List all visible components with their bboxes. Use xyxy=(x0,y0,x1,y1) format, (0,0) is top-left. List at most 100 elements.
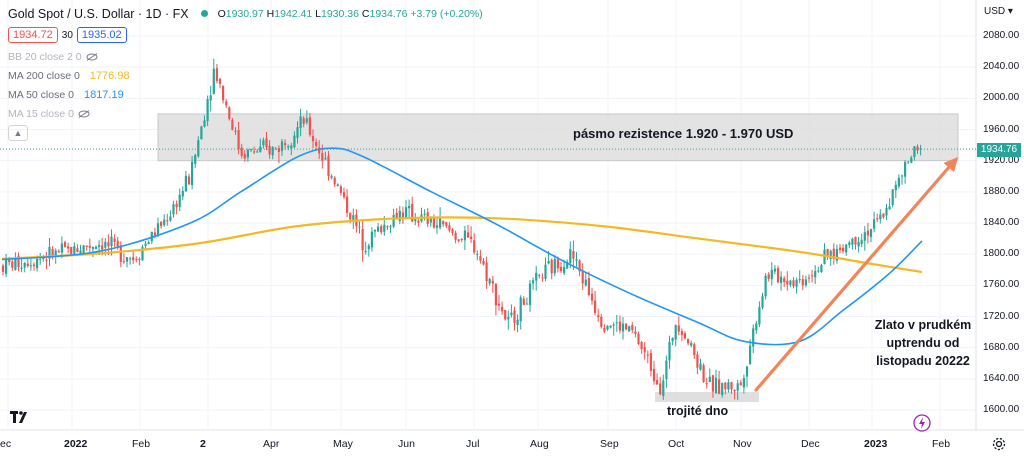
candle-body xyxy=(615,322,618,324)
candle-body xyxy=(761,296,764,308)
candle-body xyxy=(507,316,510,320)
ohlc-values: O1930.97 H1942.41 L1930.36 C1934.76 +3.7… xyxy=(217,7,483,20)
candle-body xyxy=(525,303,528,305)
chevron-up-icon[interactable]: ▲ xyxy=(8,124,28,141)
candle-body xyxy=(277,148,280,152)
candlestick-series xyxy=(1,58,922,400)
candle-body xyxy=(215,68,218,81)
candle-body xyxy=(544,264,547,279)
candle-body xyxy=(488,278,491,284)
candle-body xyxy=(398,210,401,221)
indicator-ma200[interactable]: MA 200 close 0 1776.98 xyxy=(8,69,130,82)
y-tick-label: 2040.00 xyxy=(983,61,1020,73)
x-tick-label: Nov xyxy=(733,438,752,450)
candle-body xyxy=(194,155,197,164)
candle-body xyxy=(361,228,364,251)
eye-off-icon[interactable] xyxy=(86,52,98,61)
candle-body xyxy=(724,382,727,390)
candle-body xyxy=(637,333,640,345)
candle-body xyxy=(330,176,333,178)
candle-body xyxy=(315,142,318,146)
x-tick-label: 2023 xyxy=(864,438,888,450)
candle-body xyxy=(253,151,256,153)
uptrend-arrow xyxy=(754,157,958,392)
candle-body xyxy=(848,242,851,246)
candle-body xyxy=(736,383,739,391)
candle-body xyxy=(94,246,98,250)
candle-body xyxy=(460,238,463,240)
candle-body xyxy=(649,353,652,371)
candle-body xyxy=(485,262,488,282)
candle-body xyxy=(318,147,321,154)
candle-body xyxy=(687,338,690,344)
candle-body xyxy=(907,161,910,163)
candle-body xyxy=(280,141,284,151)
tradingview-logo[interactable] xyxy=(10,410,30,424)
gear-icon[interactable] xyxy=(991,436,1007,452)
chart-legend: Gold Spot / U.S. Dollar · 1D · FX O1930.… xyxy=(8,4,483,142)
candle-body xyxy=(842,247,845,252)
candle-body xyxy=(470,236,473,240)
candle-body xyxy=(20,267,23,269)
indicator-bb[interactable]: BB 20 close 2 0 xyxy=(8,47,483,66)
candle-body xyxy=(225,101,228,106)
x-tick-label: Feb xyxy=(932,438,951,450)
candle-body xyxy=(414,219,417,222)
candle-body xyxy=(293,135,296,148)
candle-body xyxy=(237,130,240,150)
candle-body xyxy=(107,242,110,247)
candle-body xyxy=(795,279,798,287)
candle-body xyxy=(63,242,67,248)
candle-body xyxy=(429,218,432,223)
candle-body xyxy=(54,250,57,257)
indicator-ma15[interactable]: MA 15 close 0 xyxy=(8,104,483,123)
candle-body xyxy=(640,342,643,350)
candle-body xyxy=(132,257,135,261)
candle-body xyxy=(169,216,172,221)
buy-price-button[interactable]: 1935.02 xyxy=(76,27,127,43)
candle-body xyxy=(869,229,873,237)
candle-body xyxy=(42,257,45,260)
candle-body xyxy=(243,154,246,159)
candle-body xyxy=(454,232,457,240)
candle-body xyxy=(138,258,141,261)
candle-body xyxy=(891,189,894,205)
currency-selector[interactable]: USD ▾ xyxy=(984,6,1013,17)
indicator-ma50[interactable]: MA 50 close 0 1817.19 xyxy=(8,88,124,101)
candle-body xyxy=(70,246,73,254)
candle-body xyxy=(287,146,290,148)
candle-body xyxy=(528,283,532,306)
candle-body xyxy=(609,325,612,328)
candle-body xyxy=(866,230,869,236)
candle-body xyxy=(522,298,525,305)
candle-body xyxy=(597,315,600,318)
candle-body xyxy=(184,175,187,192)
candle-body xyxy=(212,68,215,95)
candle-body xyxy=(792,280,795,287)
candle-body xyxy=(718,379,721,394)
candle-body xyxy=(383,224,386,232)
x-tick-label: 2022 xyxy=(64,438,88,450)
candle-body xyxy=(228,107,231,119)
candle-body xyxy=(178,194,181,208)
candle-body xyxy=(466,232,470,238)
symbol-title[interactable]: Gold Spot / U.S. Dollar · 1D · FX xyxy=(8,6,189,21)
candle-body xyxy=(122,261,125,263)
candle-body xyxy=(166,220,169,222)
candle-body xyxy=(758,307,761,325)
sell-price-button[interactable]: 1934.72 xyxy=(8,27,58,43)
candle-body xyxy=(677,325,680,332)
chart-grid xyxy=(0,0,1024,431)
y-tick-label: 1960.00 xyxy=(983,123,1020,135)
market-open-indicator xyxy=(200,10,208,17)
candle-body xyxy=(662,380,665,396)
candle-body xyxy=(482,260,485,265)
candle-body xyxy=(739,382,742,386)
candle-body xyxy=(209,95,212,101)
eye-off-icon[interactable] xyxy=(78,109,90,118)
candle-body xyxy=(680,331,683,336)
candle-body xyxy=(370,231,373,248)
candle-body xyxy=(14,257,17,270)
lightning-icon[interactable] xyxy=(913,414,931,432)
